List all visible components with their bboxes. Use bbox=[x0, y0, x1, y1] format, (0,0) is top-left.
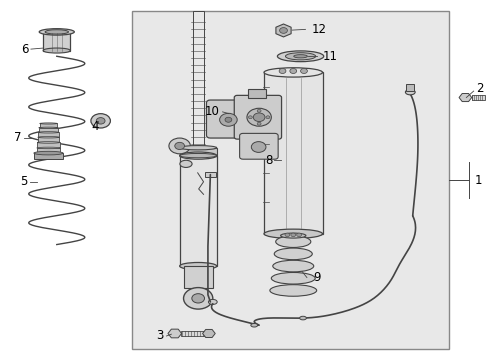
Bar bbox=[179, 156, 216, 266]
Bar bbox=[181, 331, 204, 336]
Bar bbox=[43, 32, 70, 50]
Ellipse shape bbox=[39, 29, 74, 35]
Ellipse shape bbox=[264, 68, 322, 77]
Ellipse shape bbox=[264, 229, 322, 238]
Ellipse shape bbox=[179, 153, 216, 158]
Circle shape bbox=[279, 68, 285, 73]
Ellipse shape bbox=[180, 160, 192, 167]
Circle shape bbox=[219, 113, 237, 126]
Circle shape bbox=[265, 116, 269, 119]
Bar bbox=[38, 132, 59, 137]
Circle shape bbox=[174, 142, 184, 149]
Ellipse shape bbox=[39, 127, 58, 129]
Circle shape bbox=[257, 122, 261, 125]
Circle shape bbox=[279, 28, 287, 33]
Ellipse shape bbox=[40, 123, 57, 124]
Circle shape bbox=[183, 288, 212, 309]
Ellipse shape bbox=[272, 260, 313, 272]
Bar bbox=[38, 137, 59, 142]
Ellipse shape bbox=[179, 152, 216, 159]
Circle shape bbox=[251, 141, 265, 152]
Bar bbox=[406, 84, 413, 91]
Ellipse shape bbox=[285, 53, 315, 60]
Text: 12: 12 bbox=[311, 23, 325, 36]
Bar bbox=[132, 12, 448, 348]
Bar bbox=[264, 72, 322, 234]
Bar bbox=[247, 89, 266, 98]
FancyBboxPatch shape bbox=[234, 95, 281, 139]
Ellipse shape bbox=[37, 147, 60, 149]
Bar bbox=[34, 153, 63, 159]
Ellipse shape bbox=[275, 236, 310, 247]
Bar bbox=[40, 123, 57, 127]
Circle shape bbox=[257, 109, 261, 112]
Ellipse shape bbox=[405, 89, 414, 95]
Text: 8: 8 bbox=[265, 154, 272, 167]
Circle shape bbox=[224, 117, 231, 122]
Bar bbox=[183, 266, 212, 288]
Ellipse shape bbox=[299, 316, 306, 320]
Bar bbox=[37, 143, 60, 148]
Text: 6: 6 bbox=[21, 42, 29, 55]
Circle shape bbox=[248, 116, 252, 119]
Text: 2: 2 bbox=[475, 82, 483, 95]
Ellipse shape bbox=[271, 273, 315, 284]
Bar bbox=[39, 128, 58, 132]
FancyBboxPatch shape bbox=[206, 100, 250, 138]
Text: 4: 4 bbox=[91, 121, 99, 134]
Text: 10: 10 bbox=[204, 105, 219, 118]
Text: 9: 9 bbox=[312, 271, 320, 284]
Bar bbox=[179, 148, 216, 156]
Circle shape bbox=[91, 114, 110, 128]
Ellipse shape bbox=[45, 30, 68, 34]
Circle shape bbox=[300, 68, 307, 73]
Ellipse shape bbox=[179, 145, 216, 150]
Ellipse shape bbox=[280, 233, 305, 238]
FancyBboxPatch shape bbox=[239, 134, 278, 159]
Ellipse shape bbox=[269, 285, 316, 296]
Circle shape bbox=[96, 118, 105, 124]
Bar bbox=[204, 172, 216, 177]
Ellipse shape bbox=[208, 300, 217, 305]
Circle shape bbox=[289, 68, 296, 73]
Circle shape bbox=[290, 233, 295, 237]
Circle shape bbox=[191, 294, 204, 303]
Text: 3: 3 bbox=[156, 329, 163, 342]
Ellipse shape bbox=[43, 48, 70, 53]
Circle shape bbox=[253, 113, 264, 122]
Bar bbox=[37, 148, 60, 153]
Circle shape bbox=[296, 233, 301, 237]
Ellipse shape bbox=[277, 51, 323, 62]
Bar bbox=[471, 95, 485, 100]
Ellipse shape bbox=[179, 262, 216, 270]
Text: 1: 1 bbox=[474, 174, 481, 186]
Circle shape bbox=[285, 233, 289, 237]
Text: 5: 5 bbox=[20, 175, 28, 188]
Circle shape bbox=[168, 138, 190, 154]
Ellipse shape bbox=[274, 248, 312, 260]
Ellipse shape bbox=[34, 151, 63, 155]
Ellipse shape bbox=[250, 323, 257, 327]
Text: 7: 7 bbox=[14, 131, 21, 144]
Text: 11: 11 bbox=[322, 50, 337, 63]
Ellipse shape bbox=[293, 55, 307, 58]
Ellipse shape bbox=[38, 132, 59, 133]
Ellipse shape bbox=[37, 141, 60, 143]
Bar bbox=[192, 12, 203, 148]
Ellipse shape bbox=[38, 136, 59, 138]
Circle shape bbox=[246, 108, 271, 126]
